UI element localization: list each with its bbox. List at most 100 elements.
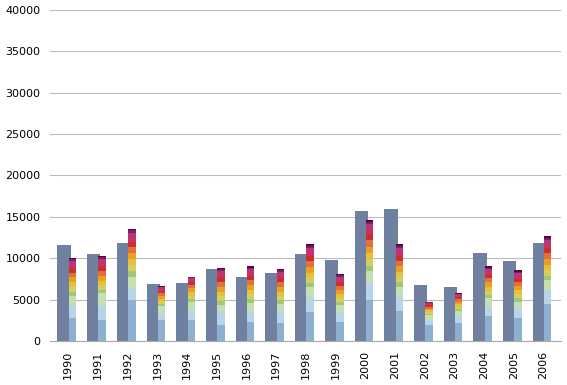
- Bar: [485, 266, 492, 268]
- Bar: [544, 253, 552, 259]
- Bar: [188, 301, 195, 310]
- Bar: [247, 322, 255, 341]
- Bar: [99, 293, 106, 306]
- Bar: [69, 296, 76, 306]
- Bar: [514, 318, 522, 341]
- Bar: [99, 263, 106, 267]
- Bar: [188, 310, 195, 320]
- Bar: [206, 269, 219, 341]
- Bar: [217, 271, 225, 274]
- Bar: [425, 305, 433, 307]
- Bar: [514, 294, 522, 298]
- Bar: [366, 240, 373, 247]
- Bar: [99, 281, 106, 285]
- Bar: [217, 281, 225, 286]
- Bar: [306, 246, 314, 248]
- Bar: [533, 243, 546, 341]
- Bar: [544, 290, 552, 304]
- Bar: [455, 293, 462, 294]
- Bar: [366, 229, 373, 234]
- Bar: [128, 259, 136, 265]
- Bar: [396, 252, 403, 256]
- Bar: [247, 268, 255, 269]
- Bar: [514, 301, 522, 309]
- Bar: [306, 267, 314, 273]
- Bar: [455, 316, 462, 323]
- Bar: [247, 285, 255, 290]
- Bar: [69, 258, 76, 259]
- Bar: [99, 257, 106, 259]
- Bar: [485, 291, 492, 295]
- Bar: [306, 273, 314, 278]
- Bar: [277, 311, 284, 323]
- Bar: [188, 299, 195, 301]
- Bar: [217, 286, 225, 291]
- Bar: [69, 286, 76, 291]
- Bar: [277, 272, 284, 275]
- Bar: [396, 246, 403, 248]
- Bar: [217, 301, 225, 305]
- Bar: [99, 285, 106, 290]
- Bar: [217, 268, 225, 269]
- Bar: [366, 300, 373, 341]
- Bar: [277, 296, 284, 300]
- Bar: [306, 244, 314, 246]
- Bar: [455, 304, 462, 306]
- Bar: [188, 283, 195, 285]
- Bar: [69, 318, 76, 341]
- Bar: [277, 270, 284, 272]
- Bar: [247, 276, 255, 280]
- Bar: [544, 240, 552, 244]
- Bar: [188, 288, 195, 293]
- Bar: [217, 312, 225, 325]
- Bar: [425, 303, 433, 304]
- Bar: [455, 323, 462, 341]
- Bar: [99, 306, 106, 320]
- Bar: [336, 275, 344, 277]
- Bar: [514, 298, 522, 301]
- Bar: [277, 275, 284, 278]
- Bar: [217, 269, 225, 271]
- Bar: [425, 309, 433, 310]
- Bar: [366, 283, 373, 300]
- Bar: [396, 286, 403, 297]
- Bar: [425, 320, 433, 325]
- Bar: [514, 276, 522, 279]
- Bar: [366, 253, 373, 259]
- Bar: [69, 268, 76, 273]
- Bar: [473, 253, 486, 341]
- Bar: [236, 277, 249, 341]
- Bar: [485, 275, 492, 278]
- Bar: [455, 297, 462, 299]
- Bar: [366, 220, 373, 222]
- Bar: [306, 288, 314, 297]
- Bar: [414, 285, 428, 341]
- Bar: [396, 311, 403, 341]
- Bar: [306, 248, 314, 252]
- Bar: [396, 272, 403, 277]
- Bar: [158, 296, 165, 299]
- Bar: [217, 325, 225, 341]
- Bar: [514, 309, 522, 318]
- Bar: [306, 256, 314, 261]
- Bar: [265, 273, 279, 341]
- Bar: [544, 270, 552, 276]
- Bar: [544, 248, 552, 253]
- Bar: [443, 288, 457, 341]
- Bar: [396, 261, 403, 266]
- Bar: [455, 296, 462, 297]
- Bar: [544, 236, 552, 238]
- Bar: [247, 311, 255, 322]
- Bar: [366, 234, 373, 240]
- Bar: [277, 304, 284, 311]
- Bar: [217, 278, 225, 281]
- Bar: [277, 269, 284, 270]
- Bar: [425, 301, 433, 302]
- Bar: [69, 306, 76, 318]
- Bar: [128, 271, 136, 277]
- Bar: [128, 242, 136, 247]
- Bar: [485, 306, 492, 316]
- Bar: [57, 245, 71, 341]
- Bar: [455, 301, 462, 304]
- Bar: [128, 229, 136, 230]
